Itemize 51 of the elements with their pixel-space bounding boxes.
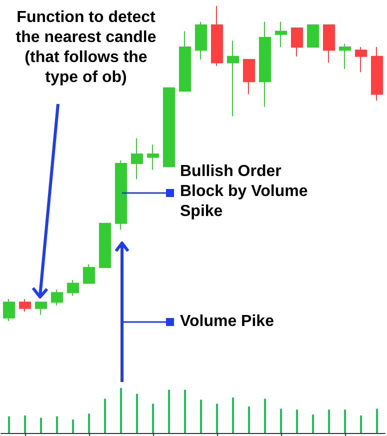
bar: [296, 410, 298, 433]
candlestick: [147, 144, 159, 170]
bar: [88, 414, 90, 433]
bar: [136, 394, 138, 433]
bar: [24, 415, 26, 433]
candlestick: [131, 138, 143, 180]
candlestick: [67, 280, 79, 296]
bar: [152, 404, 154, 433]
bar: [168, 390, 170, 433]
bar: [360, 415, 362, 433]
bar: [280, 408, 282, 433]
bar: [8, 416, 10, 433]
candlestick: [115, 160, 127, 230]
candlestick: [3, 298, 15, 322]
candlestick: [323, 24, 335, 64]
candlestick: [35, 302, 47, 316]
bar: [40, 418, 42, 433]
bar: [328, 410, 330, 433]
bar: [184, 390, 186, 433]
candlestick: [83, 264, 95, 284]
bar: [216, 404, 218, 433]
candlestick: [243, 59, 255, 95]
candlestick: [51, 289, 63, 306]
candlestick: [211, 6, 223, 66]
bar: [56, 416, 58, 433]
candlestick: [195, 21, 207, 60]
candlestick: [371, 46, 383, 101]
candlestick: [339, 43, 351, 70]
annotation: Volume Pike: [180, 312, 275, 332]
candlestick: [163, 87, 175, 168]
bar: [232, 397, 234, 433]
candlestick: [179, 30, 191, 92]
bar: [376, 408, 378, 433]
bar: [344, 410, 346, 433]
annotation: Function to detect the nearest candle (that follows the type of ob): [14, 8, 158, 88]
bar: [104, 398, 106, 433]
candlestick: [227, 40, 239, 117]
candlestick: [307, 24, 319, 48]
bar: [120, 388, 122, 433]
candlestick: [19, 298, 31, 312]
bar: [200, 400, 202, 433]
bar: [312, 414, 314, 433]
bar: [248, 406, 250, 433]
bar: [264, 398, 266, 433]
bar: [72, 420, 74, 433]
annotation: Bullish Order Block by Volume Spike: [180, 162, 309, 222]
candlestick: [99, 222, 111, 268]
candlestick: [275, 21, 287, 48]
candlestick: [291, 28, 303, 57]
candlestick: [355, 46, 367, 73]
candlestick: [259, 21, 271, 108]
